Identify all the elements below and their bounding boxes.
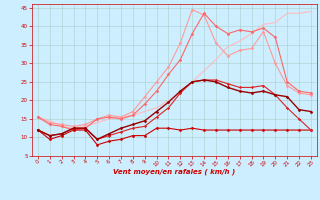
X-axis label: Vent moyen/en rafales ( km/h ): Vent moyen/en rafales ( km/h ) (113, 169, 236, 175)
